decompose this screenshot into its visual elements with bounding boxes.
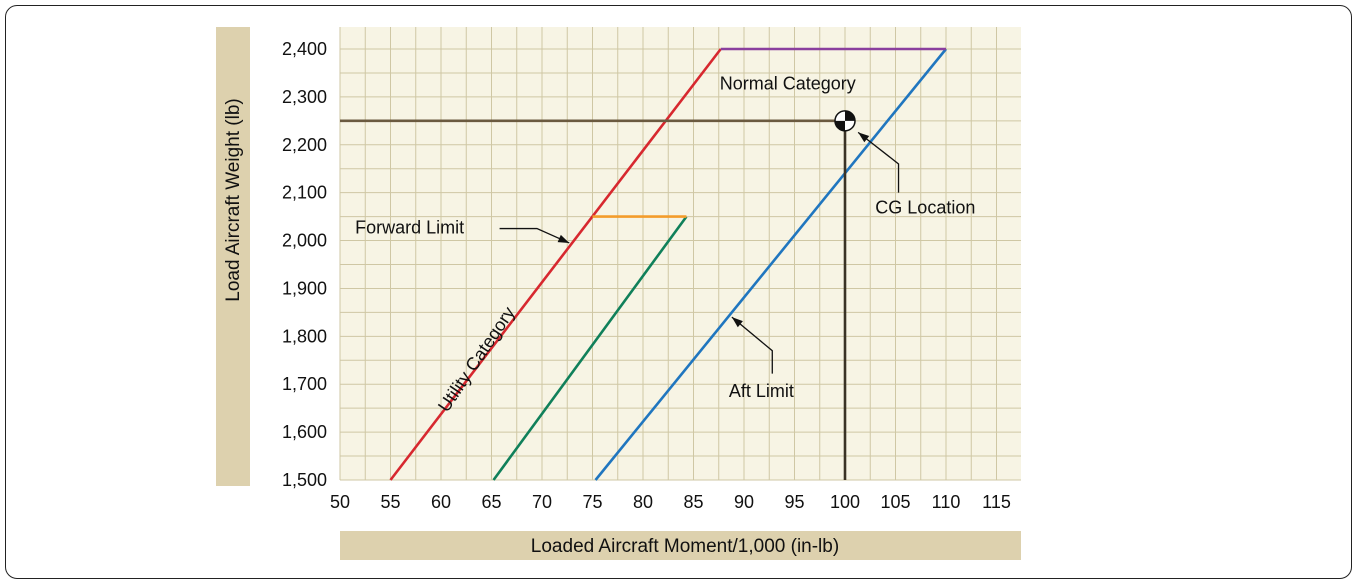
cg-quadrant <box>845 110 855 121</box>
x-tick-label: 105 <box>880 492 910 512</box>
x-axis-title: Loaded Aircraft Moment/1,000 (in-lb) <box>531 536 839 557</box>
x-tick-label: 75 <box>582 492 602 512</box>
x-tick-label: 110 <box>932 492 961 512</box>
x-tick-label: 80 <box>633 492 653 512</box>
x-tick-label: 90 <box>734 492 754 512</box>
y-tick-label: 2,400 <box>282 39 327 59</box>
arrow-head <box>858 132 870 143</box>
y-tick-label: 2,200 <box>282 135 327 155</box>
x-ticks: 50 55 60 65 70 75 80 85 90 95 100 105 110 115 <box>330 492 1011 512</box>
arrow-leader <box>499 227 570 244</box>
annotation-label: Normal Category <box>720 74 856 94</box>
arrows <box>499 131 900 374</box>
series-lines <box>340 47 948 481</box>
arrow-head <box>731 317 743 328</box>
x-tick-label: 115 <box>982 492 1011 512</box>
series-line <box>492 215 688 481</box>
annotation-label: CG Location <box>875 197 975 217</box>
arrow-leader <box>857 131 900 193</box>
y-tick-label: 1,900 <box>282 278 327 298</box>
arrow-leader <box>731 316 773 374</box>
y-tick-label: 1,800 <box>282 326 327 346</box>
x-tick-label: 50 <box>330 492 350 512</box>
x-tick-label: 65 <box>481 492 501 512</box>
y-tick-label: 1,500 <box>282 470 327 490</box>
x-tick-label: 100 <box>830 492 860 512</box>
x-tick-label: 70 <box>532 492 552 512</box>
arrow-head <box>557 234 570 243</box>
annotation-label: Forward Limit <box>355 217 464 237</box>
annotation-label: Aft Limit <box>729 381 794 401</box>
y-ticks: 1,500 1,600 1,700 1,800 1,900 2,000 2,100 2,200… <box>282 39 327 490</box>
cg-marker <box>834 110 856 132</box>
y-tick-label: 2,000 <box>282 231 327 251</box>
x-tick-label: 85 <box>683 492 703 512</box>
x-tick-label: 60 <box>431 492 451 512</box>
y-tick-label: 2,300 <box>282 87 327 107</box>
grid <box>339 27 1021 481</box>
y-axis-title: Load Aircraft Weight (lb) <box>223 98 244 301</box>
y-tick-label: 1,600 <box>282 422 327 442</box>
x-axis-band <box>340 531 1021 560</box>
x-tick-label: 55 <box>380 492 400 512</box>
cg-quadrant <box>835 120 845 131</box>
y-axis-band <box>216 27 250 486</box>
series-line <box>594 48 948 481</box>
y-tick-label: 1,700 <box>282 374 327 394</box>
x-tick-label: 95 <box>784 492 804 512</box>
y-tick-label: 2,100 <box>282 183 327 203</box>
